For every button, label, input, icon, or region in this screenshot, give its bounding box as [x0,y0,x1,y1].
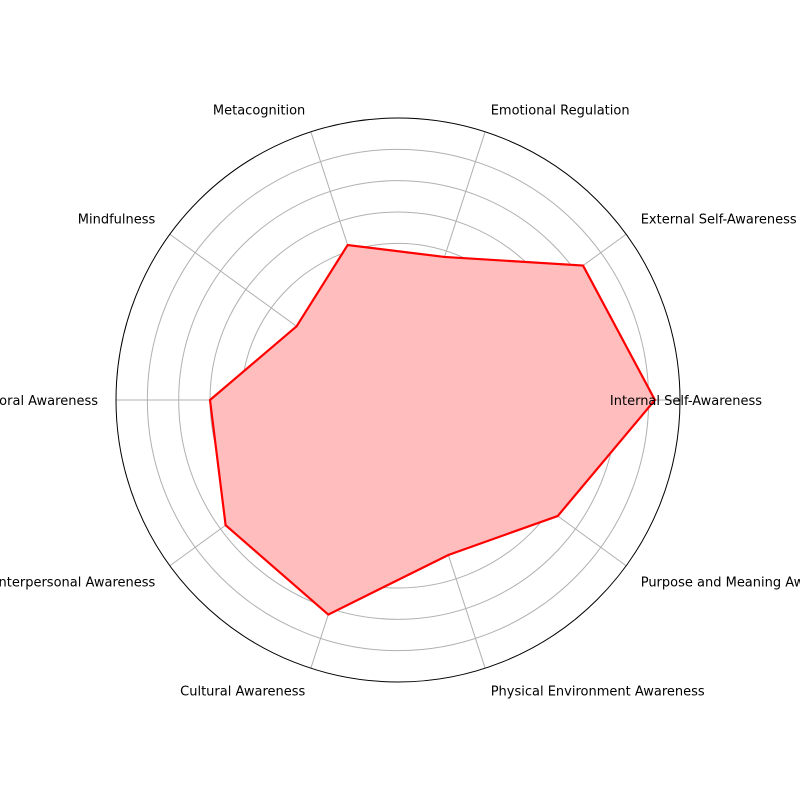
category-label: Interpersonal Awareness [0,575,156,590]
category-labels: Internal Self-Awareness External Self-Awa… [0,104,800,700]
category-label: Behavioral Awareness [0,394,98,409]
category-label: Metacognition [213,104,305,119]
category-label: Physical Environment Awareness [491,684,705,699]
category-label: Cultural Awareness [180,684,305,699]
series-layer [208,243,657,616]
outer-frame [115,117,681,683]
category-label: Mindfulness [78,213,156,228]
category-label: External Self-Awareness [641,213,797,228]
category-label: Internal Self-Awareness [610,394,762,409]
series-area-1 [210,245,655,615]
category-label: Purpose and Meaning Awareness [641,575,800,590]
category-label: Emotional Regulation [491,104,630,119]
